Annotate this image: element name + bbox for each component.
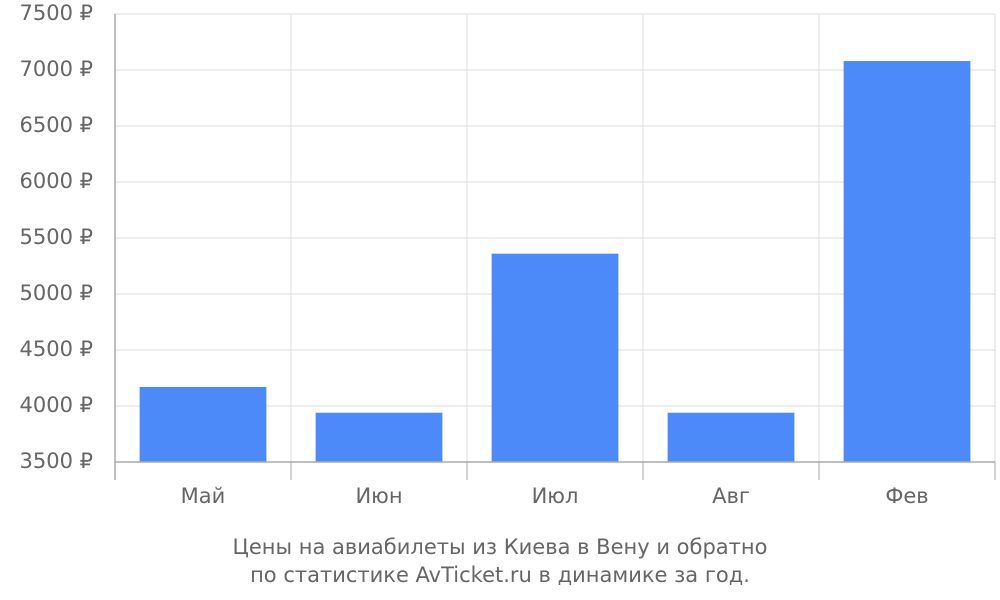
x-tick-label: Фев [885,484,928,508]
y-tick-label: 4500 ₽ [20,337,93,361]
bar [491,253,619,462]
bar [843,61,971,462]
y-tick-label: 6000 ₽ [20,169,93,193]
chart-title: Цены на авиабилеты из Киева в Вену и обр… [233,535,768,587]
y-tick-label: 7000 ₽ [20,57,93,81]
title-line: по статистике AvTicket.ru в динамике за … [250,563,750,587]
y-tick-label: 7500 ₽ [20,1,93,25]
y-tick-label: 4000 ₽ [20,393,93,417]
y-tick-label: 5000 ₽ [20,281,93,305]
bar [315,412,443,462]
y-tick-label: 5500 ₽ [20,225,93,249]
title-line: Цены на авиабилеты из Киева в Вену и обр… [233,535,768,559]
bar [139,386,267,462]
x-tick-label: Авг [712,484,750,508]
y-tick-label: 3500 ₽ [20,449,93,473]
bar [667,412,795,462]
x-tick-label: Июл [532,484,579,508]
x-tick-label: Июн [355,484,402,508]
y-tick-label: 6500 ₽ [20,113,93,137]
x-tick-label: Май [181,484,226,508]
